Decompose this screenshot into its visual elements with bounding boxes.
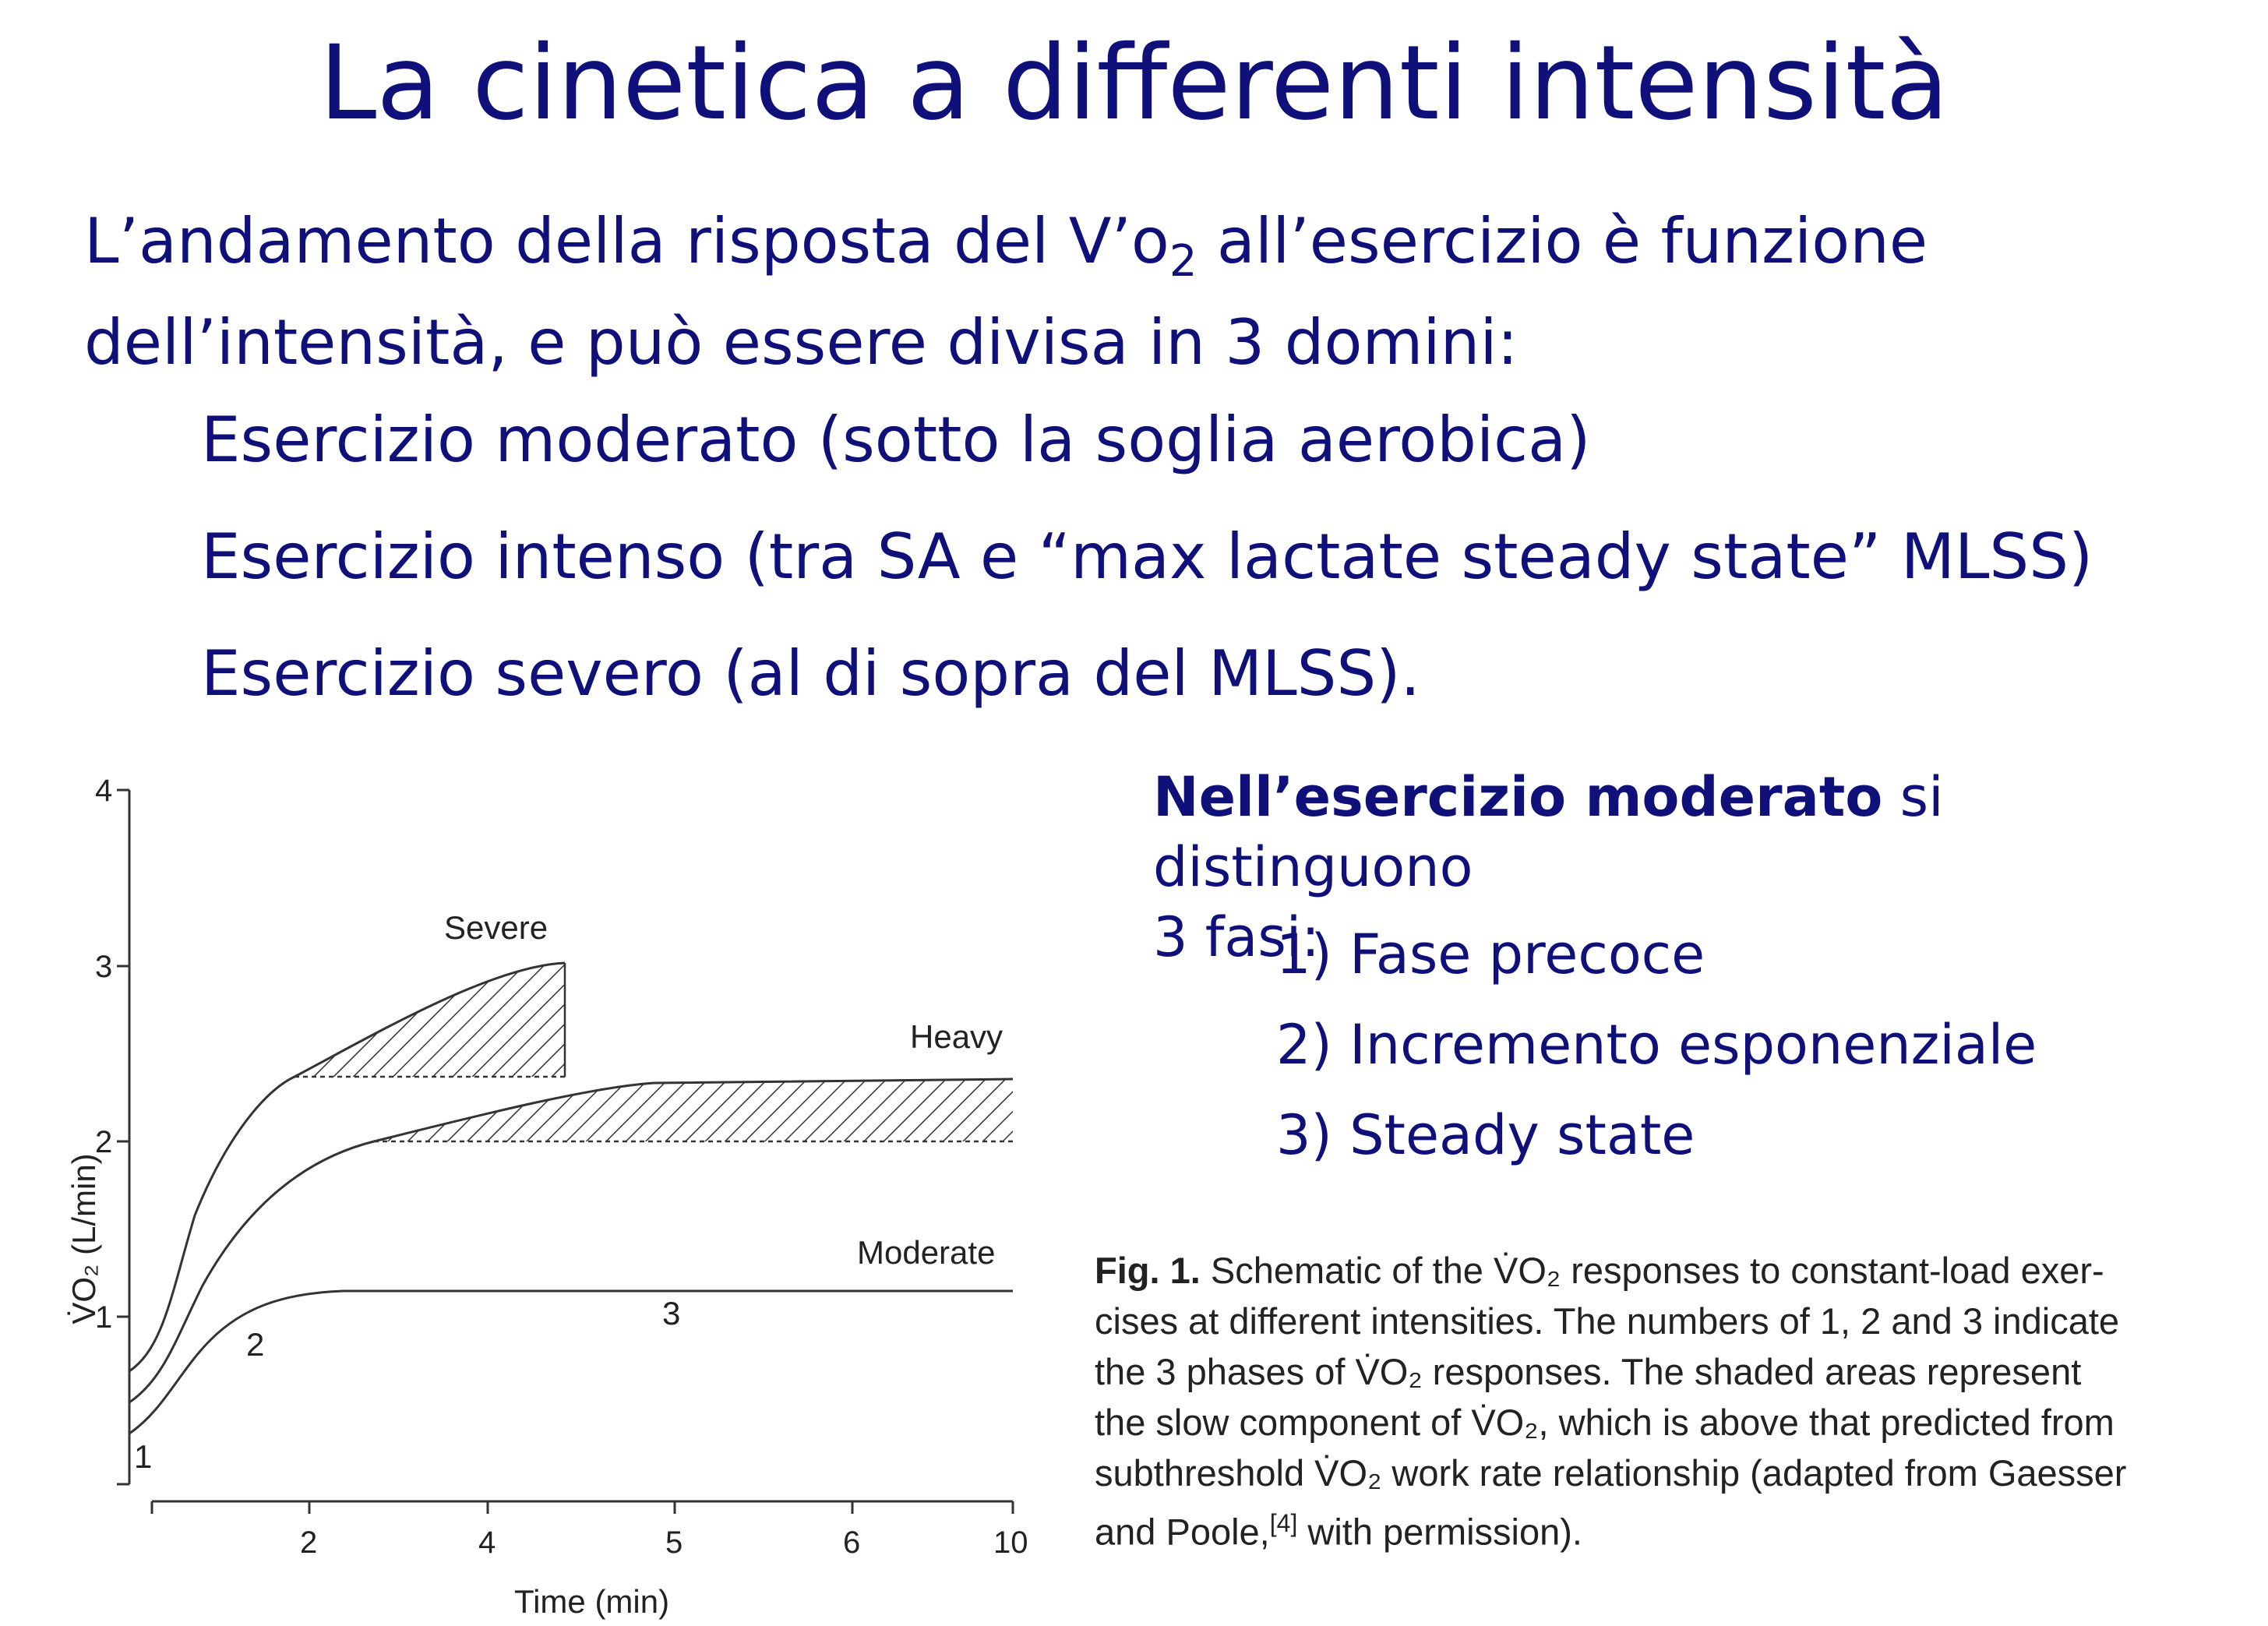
phase-item-3: 3) Steady state (1276, 1103, 1695, 1167)
x-axis-label: Time (min) (514, 1583, 669, 1620)
phase-label-3: 3 (662, 1295, 680, 1331)
intro-line-2: dell’intensità, e può essere divisa in 3… (84, 306, 1518, 379)
domain-moderate: Esercizio moderato (sotto la soglia aero… (201, 404, 1591, 476)
x-tick-2: 2 (300, 1525, 317, 1560)
y-tick-1: 1 (95, 1300, 112, 1335)
phase-label-1: 1 (134, 1438, 152, 1475)
vo2-kinetics-figure: 4 3 2 1 2 4 5 6 10 Time (min) V̇O₂ (L/mi… (65, 774, 1028, 1620)
moderate-bold-label: Nell’esercizio moderato (1153, 765, 1883, 829)
y-tick-2: 2 (95, 1125, 112, 1159)
x-tick-5: 5 (665, 1525, 683, 1560)
y-axis-label: V̇O₂ (L/min) (65, 1153, 102, 1324)
y-tick-4: 4 (95, 774, 112, 808)
intro-text: L’andamento della risposta del V’o2 all’… (84, 201, 1928, 383)
domain-severe: Esercizio severo (al di sopra del MLSS). (201, 637, 1420, 710)
domain-intense: Esercizio intenso (tra SA e “max lactate… (201, 520, 2093, 593)
y-tick-3: 3 (95, 950, 112, 984)
moderate-label: Moderate (857, 1234, 995, 1271)
moderate-phases-intro: Nell’esercizio moderato si distinguono 3… (1153, 765, 1944, 969)
intro-line-1: L’andamento della risposta del V’o2 all’… (84, 205, 1928, 287)
heavy-slow-component (374, 1079, 1013, 1141)
phase-label-2: 2 (246, 1326, 264, 1363)
figure-caption: Fig. 1. Schematic of the V̇O₂ responses … (1095, 1250, 2127, 1553)
x-tick-6: 6 (843, 1525, 860, 1560)
phase-item-1: 1) Fase precoce (1276, 922, 1705, 986)
severe-slow-component (295, 963, 565, 1077)
slide-title: La cinetica a differenti intensità (319, 23, 1949, 143)
severe-curve (129, 961, 566, 1373)
phase-item-2: 2) Incremento esponenziale (1276, 1013, 2037, 1077)
moderate-curve (129, 1289, 1013, 1435)
heavy-curve (129, 1078, 1014, 1404)
heavy-label: Heavy (910, 1018, 1003, 1055)
severe-label: Severe (444, 909, 548, 946)
x-tick-4: 4 (478, 1525, 496, 1560)
x-tick-10: 10 (993, 1525, 1028, 1560)
caption-label: Fig. 1. (1095, 1250, 1201, 1291)
